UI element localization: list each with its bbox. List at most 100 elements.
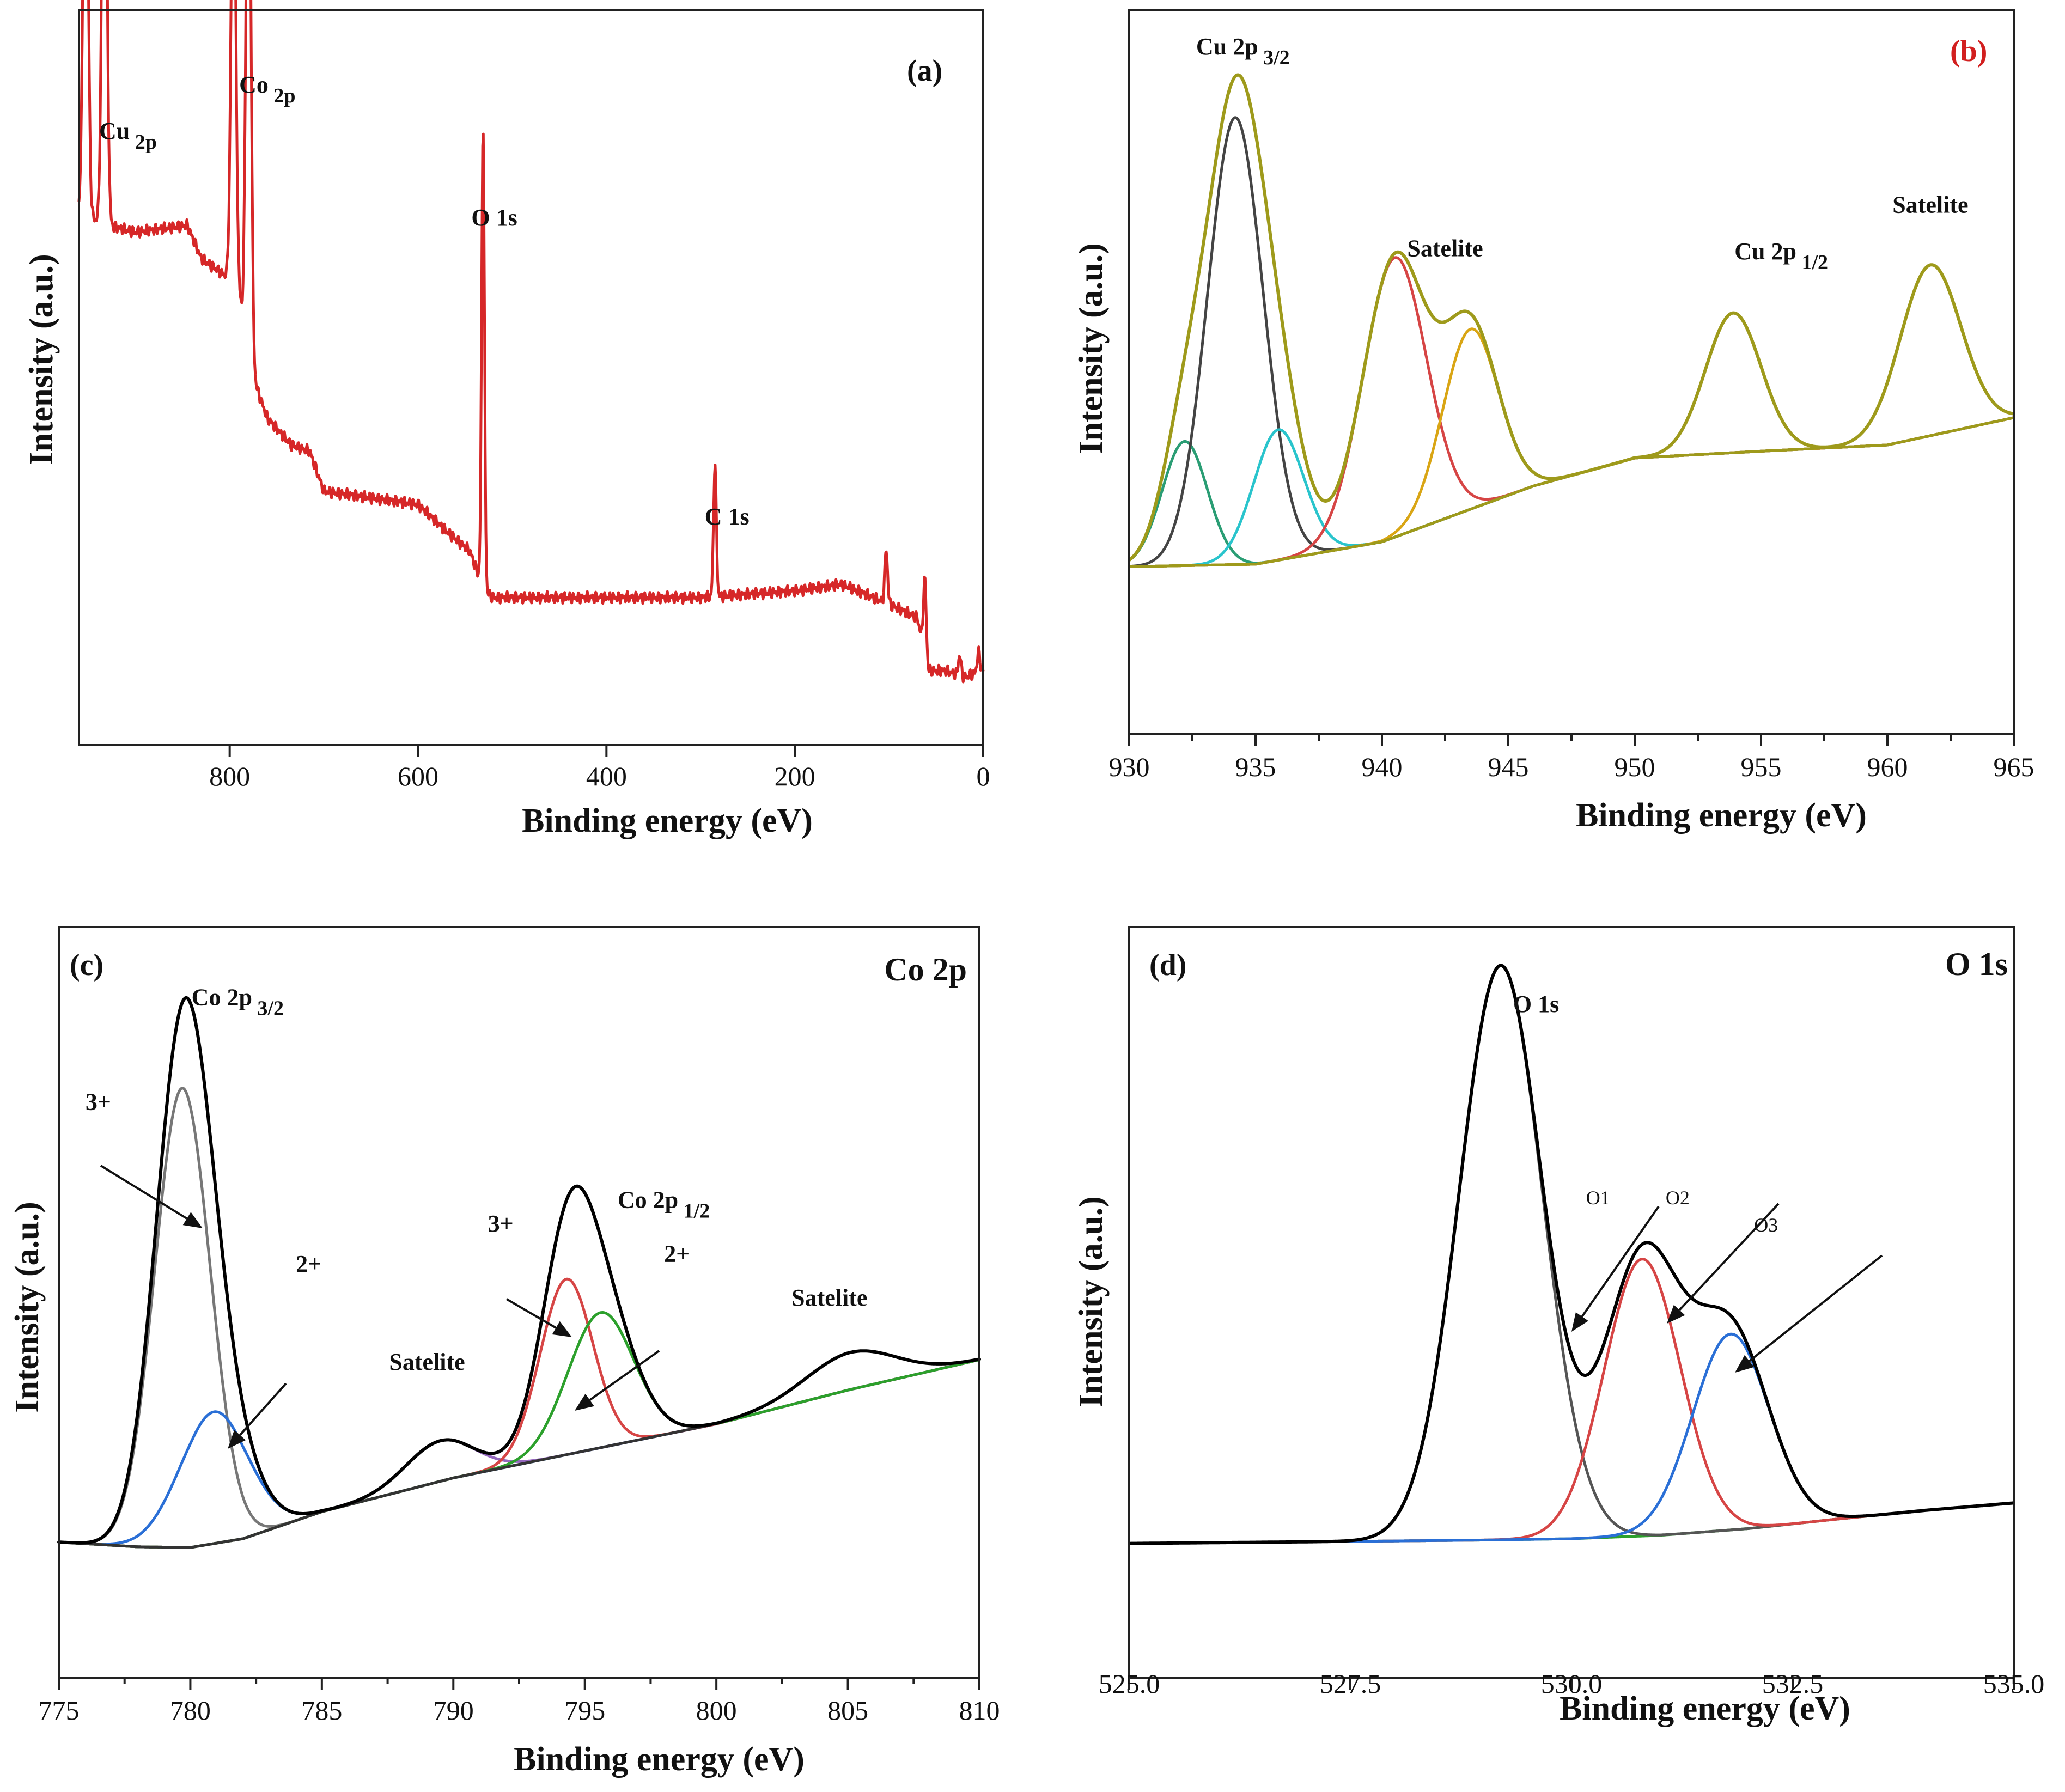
panel-a-survey: 800 600 400 200 0 Cu 2p Co 2p O 1s C 1s (a) Bind… [23, 0, 990, 839]
panel-b-component-4 [1128, 327, 2015, 568]
panel-d-title: O 1s [1945, 946, 2008, 982]
panel-c-x-tick-label: 775 [39, 1695, 80, 1726]
panel-b-tag: (b) [1950, 34, 1987, 68]
panel-d-annotation: O1 [1586, 1187, 1610, 1209]
panel-c-arrow-2plus-a [239, 1382, 287, 1436]
panel-b-x-tick-label: 940 [1362, 752, 1403, 782]
panel-b-component-0 [1128, 416, 2015, 565]
panel-c-annotation: 2+ [296, 1251, 321, 1277]
panel-d-arrow-o3 [1749, 1254, 1883, 1362]
panel-a-x-tick-label: 0 [977, 761, 990, 791]
panel-b-x-tick-label: 950 [1615, 752, 1655, 782]
panel-b-component-3 [1128, 256, 2015, 568]
panel-a-annotation: Co 2p [239, 71, 295, 107]
panel-c-x-tick-label: 800 [696, 1695, 737, 1726]
panel-c-arrow-3plus-b-head [552, 1321, 572, 1337]
panel-a-plot-area: 800 600 400 200 0 Cu 2p Co 2p O 1s C 1s [77, 0, 990, 791]
panel-d-ylabel: Intensity (a.u.) [1073, 1196, 1110, 1407]
panel-a-series-line [77, 0, 985, 684]
panel-a-ylabel: Intensity (a.u.) [23, 254, 60, 465]
panel-d-arrow-o3-head [1735, 1355, 1755, 1373]
panel-c-tag: (c) [70, 948, 103, 982]
panel-b-frame [1128, 9, 2015, 735]
panel-c-background-line [57, 1358, 981, 1549]
panel-d-x-tick-label: 535.0 [1983, 1668, 2045, 1699]
panel-d-tag: (d) [1149, 948, 1186, 982]
panel-c-annotation: 2+ [664, 1241, 690, 1267]
panel-d-x-tick-label: 532.5 [1762, 1668, 1824, 1699]
panel-d-component-2 [1128, 1332, 2015, 1545]
panel-c-component-3 [57, 1277, 981, 1549]
panel-c-arrow-2plus-b-head [575, 1393, 594, 1411]
panel-c-arrow-3plus-a [100, 1165, 188, 1220]
panel-b-annotation: Cu 2p 3/2 [1196, 33, 1290, 69]
panel-c-title: Co 2p [884, 952, 967, 988]
panel-b-x-tick-label: 960 [1867, 752, 1908, 782]
panel-c-annotation: Co 2p 3/2 [192, 984, 284, 1020]
panel-c-x-tick-label: 810 [959, 1695, 1000, 1726]
panel-c-x-tick-label: 785 [301, 1695, 342, 1726]
panel-c-plot-area: 775 780 785 790 795 800 805 810 Co 2p 3/2 3+ 2+ Sat… [39, 926, 1000, 1726]
panel-c-x-tick-label: 805 [827, 1695, 868, 1726]
panel-a-frame [78, 9, 984, 746]
panel-d-xlabel: Binding energy (eV) [1560, 1690, 1850, 1727]
panel-c-annotation: Co 2p 1/2 [618, 1186, 710, 1222]
panel-d-component-0 [1128, 964, 2015, 1545]
panel-c-annotation: Satelite [791, 1284, 867, 1311]
panel-c-component-1 [57, 1358, 981, 1546]
panel-b-plot-area: 930 935 940 945 950 955 960 965 Cu 2p 3/2 Satelit… [1109, 9, 2034, 782]
panel-d-annotation: O2 [1666, 1187, 1690, 1209]
panel-b-xlabel: Binding energy (eV) [1576, 797, 1867, 834]
panel-a-x-tick-label: 600 [398, 761, 438, 791]
panel-c-arrow-2plus-b [589, 1350, 660, 1401]
panel-d-arrow-o1-head [1571, 1312, 1588, 1332]
panel-d-frame [1128, 926, 2015, 1679]
panel-b-component-6 [1128, 263, 2015, 568]
panel-c-arrow-2plus-a-head [228, 1430, 246, 1449]
panel-a-x-tick-label: 800 [209, 761, 250, 791]
panel-b-x-tick-label: 965 [1994, 752, 2034, 782]
panel-b-component-2 [1128, 416, 2015, 568]
panel-c-arrow-3plus-a-head [182, 1212, 203, 1228]
panel-b-annotation: Satelite [1892, 192, 1968, 218]
panel-c-x-tick-label: 780 [170, 1695, 211, 1726]
panel-b-x-tick-label: 945 [1488, 752, 1529, 782]
panel-c-ylabel: Intensity (a.u.) [9, 1202, 46, 1413]
panel-b-ylabel: Intensity (a.u.) [1073, 243, 1110, 454]
panel-c-co2p: 775 780 785 790 795 800 805 810 Co 2p 3/2 3+ 2+ Sat… [9, 926, 1000, 1778]
panel-c-annotation: 3+ [86, 1089, 111, 1116]
panel-a-tag: (a) [907, 54, 942, 88]
panel-b-background-line [1128, 416, 2015, 568]
panel-c-arrow-3plus-b [505, 1298, 557, 1329]
panel-b-annotation: Cu 2p 1/2 [1734, 238, 1828, 274]
panel-b-x-tick-label: 955 [1741, 752, 1782, 782]
panel-d-x-tick-label: 530.0 [1541, 1668, 1603, 1699]
panel-a-annotation: O 1s [471, 204, 517, 231]
panel-d-x-tick-label: 525.0 [1099, 1668, 1160, 1699]
panel-d-arrow-o1 [1581, 1205, 1660, 1318]
panel-b-x-tick-label: 930 [1109, 752, 1150, 782]
panel-c-xlabel: Binding energy (eV) [514, 1741, 805, 1778]
panel-b-component-5 [1128, 312, 2015, 568]
panel-c-component-0 [57, 1087, 981, 1545]
panel-c-annotation: 3+ [488, 1210, 514, 1237]
panel-c-component-5 [57, 1349, 981, 1549]
panel-b-cu2p: 930 935 940 945 950 955 960 965 Cu 2p 3/2 Satelit… [1073, 9, 2034, 834]
panel-a-xlabel: Binding energy (eV) [522, 802, 813, 839]
panel-d-arrow-o2-head [1667, 1305, 1685, 1324]
panel-a-annotation: Cu 2p [99, 118, 157, 154]
panel-d-annotation: O 1s [1513, 991, 1559, 1017]
panel-a-x-tick-label: 200 [775, 761, 815, 791]
panel-d-x-tick-label: 527.5 [1320, 1668, 1381, 1699]
panel-d-envelope-line [1128, 964, 2015, 1545]
panel-d-arrow-o2 [1678, 1203, 1780, 1311]
panel-c-x-tick-label: 795 [564, 1695, 605, 1726]
panel-b-envelope-line [1128, 73, 2015, 562]
panel-c-component-2 [57, 1358, 981, 1549]
panel-a-annotation: C 1s [705, 503, 750, 530]
panel-b-annotation: Satelite [1407, 235, 1483, 261]
panel-b-x-tick-label: 935 [1235, 752, 1276, 782]
